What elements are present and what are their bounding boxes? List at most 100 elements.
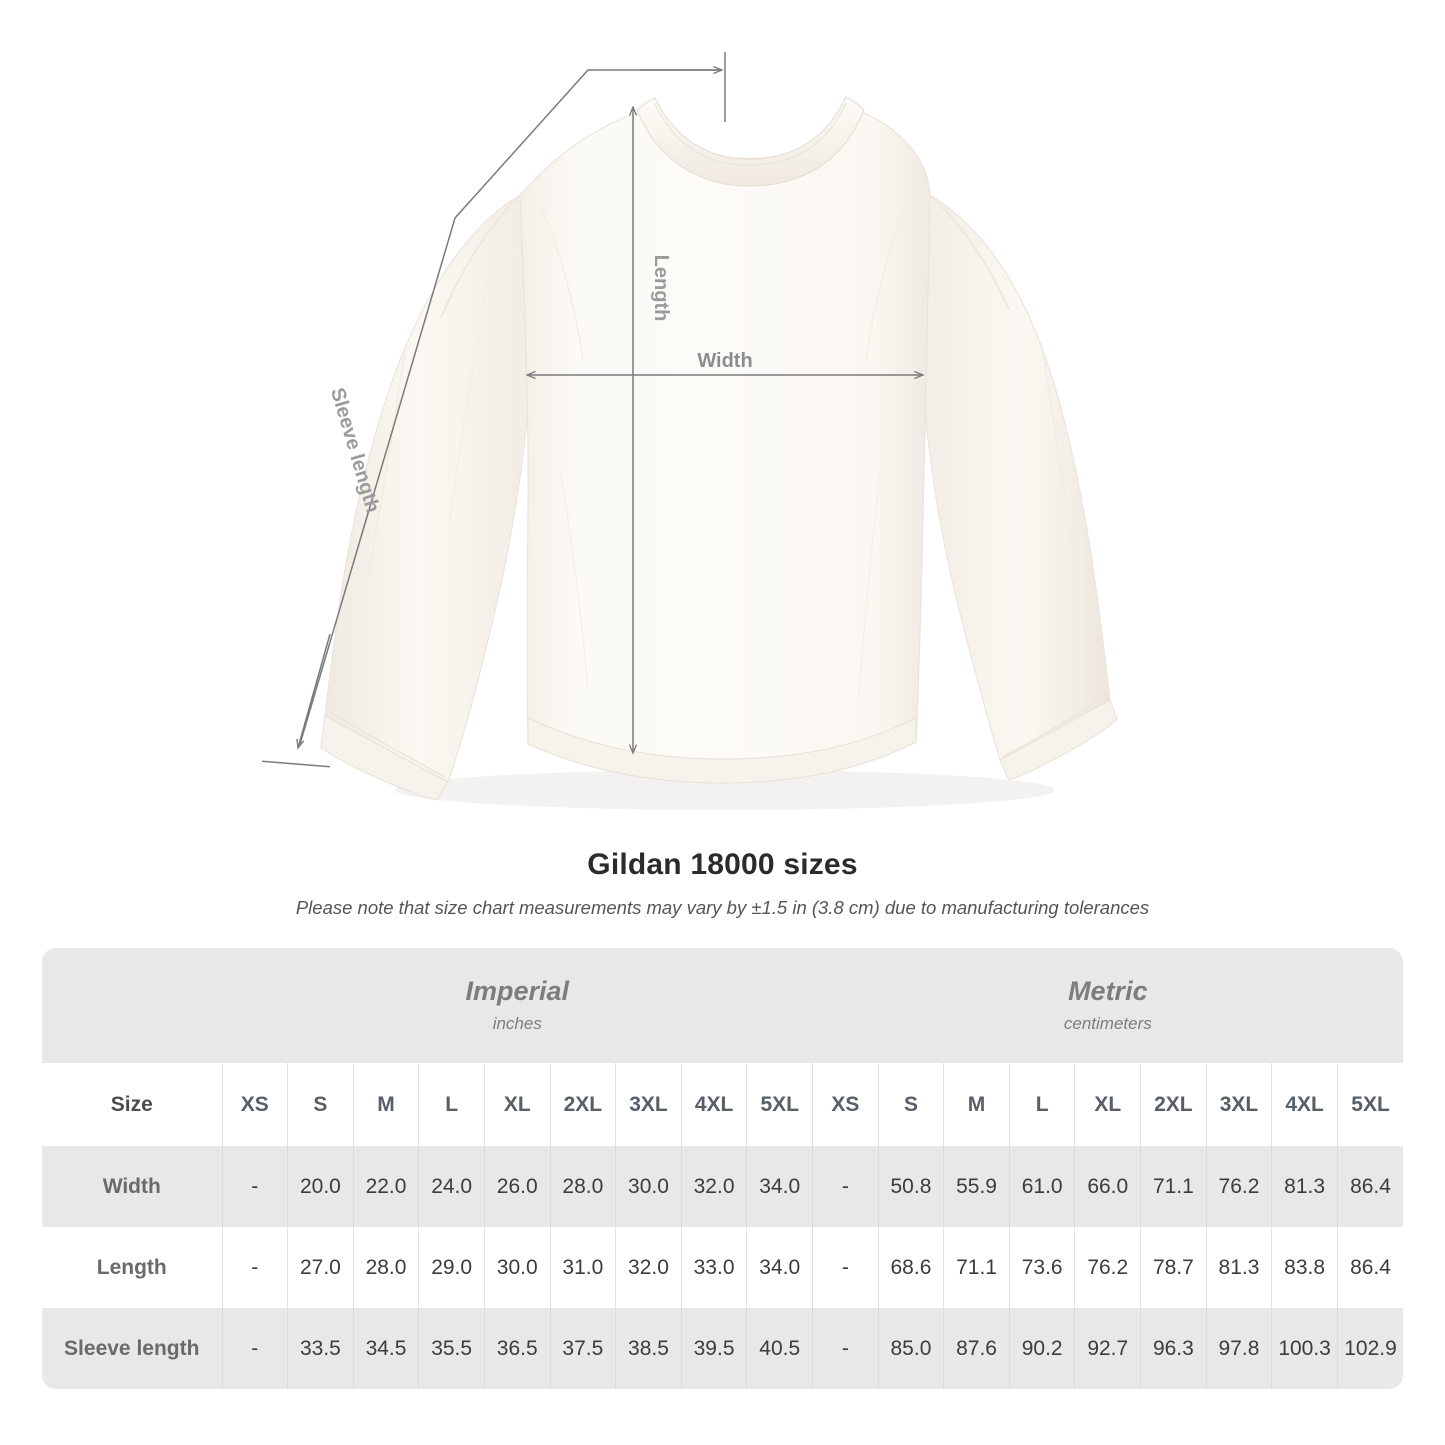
cell-width-metric-xs: - bbox=[812, 1146, 879, 1227]
column-header-metric-xl: XL bbox=[1074, 1063, 1141, 1146]
cell-length-metric-5xl: 86.4 bbox=[1336, 1227, 1404, 1308]
cell-sleeve-length-imperial-2xl: 37.5 bbox=[549, 1308, 616, 1389]
unit-header-imperial: Imperial inches bbox=[222, 948, 813, 1063]
cell-sleeve-length-metric-2xl: 96.3 bbox=[1140, 1308, 1207, 1389]
cell-width-metric-xl: 66.0 bbox=[1074, 1146, 1141, 1227]
cell-sleeve-length-metric-xs: - bbox=[812, 1308, 879, 1389]
cell-width-metric-l: 61.0 bbox=[1008, 1146, 1075, 1227]
cell-length-imperial-m: 28.0 bbox=[352, 1227, 419, 1308]
cell-width-imperial-xl: 26.0 bbox=[483, 1146, 551, 1227]
garment-shadow bbox=[395, 770, 1055, 810]
cell-sleeve-length-imperial-4xl: 39.5 bbox=[680, 1308, 747, 1389]
size-chart-table-wrap: Imperial inches Metric centimeters Size XS S M L… bbox=[42, 948, 1404, 1389]
cell-length-metric-xs: - bbox=[812, 1227, 879, 1308]
collar bbox=[636, 96, 865, 187]
cell-sleeve-length-imperial-3xl: 38.5 bbox=[615, 1308, 682, 1389]
cell-length-metric-xl: 76.2 bbox=[1074, 1227, 1141, 1308]
row-label-width: Width bbox=[42, 1146, 222, 1227]
cell-length-imperial-3xl: 32.0 bbox=[615, 1227, 682, 1308]
column-header-size: Size bbox=[42, 1063, 222, 1146]
cell-length-imperial-xl: 30.0 bbox=[483, 1227, 551, 1308]
width-label: Width bbox=[697, 350, 752, 372]
cell-sleeve-length-imperial-l: 35.5 bbox=[418, 1308, 485, 1389]
column-header-metric-2xl: 2XL bbox=[1140, 1063, 1207, 1146]
cell-width-metric-3xl: 76.2 bbox=[1205, 1146, 1272, 1227]
tolerance-note: Please note that size chart measurements… bbox=[295, 897, 1150, 918]
right-cuff bbox=[999, 699, 1118, 781]
column-header-metric-s: S bbox=[877, 1063, 944, 1146]
cell-width-imperial-4xl: 32.0 bbox=[680, 1146, 747, 1227]
table-row: Length -27.0 28.0 29.0 30.0 31.0 32.0 33.0 34.0-… bbox=[42, 1227, 1404, 1308]
cell-width-imperial-5xl: 34.0 bbox=[746, 1146, 813, 1227]
row-label-length: Length bbox=[42, 1227, 222, 1308]
left-sleeve bbox=[320, 191, 534, 801]
cell-length-imperial-4xl: 33.0 bbox=[680, 1227, 747, 1308]
unit-name: Metric bbox=[1068, 975, 1148, 1006]
cell-width-metric-s: 50.8 bbox=[877, 1146, 944, 1227]
left-cuff bbox=[320, 715, 449, 801]
cell-sleeve-length-metric-4xl: 100.3 bbox=[1271, 1308, 1338, 1389]
right-sleeve bbox=[919, 191, 1118, 781]
cell-length-metric-m: 71.1 bbox=[943, 1227, 1010, 1308]
cell-length-metric-3xl: 81.3 bbox=[1205, 1227, 1272, 1308]
cell-length-metric-2xl: 78.7 bbox=[1140, 1227, 1207, 1308]
page-title: Gildan 18000 sizes bbox=[587, 848, 858, 881]
column-header-metric-xs: XS bbox=[812, 1063, 879, 1146]
collar-rib bbox=[636, 96, 865, 187]
size-chart-table: Imperial inches Metric centimeters Size XS S M L… bbox=[42, 948, 1404, 1389]
cell-sleeve-length-metric-l: 90.2 bbox=[1008, 1308, 1075, 1389]
cell-sleeve-length-metric-s: 85.0 bbox=[877, 1308, 944, 1389]
cell-width-imperial-m: 22.0 bbox=[352, 1146, 419, 1227]
cell-width-imperial-l: 24.0 bbox=[418, 1146, 485, 1227]
cell-width-metric-5xl: 86.4 bbox=[1336, 1146, 1404, 1227]
cell-sleeve-length-imperial-xs: - bbox=[221, 1308, 288, 1389]
cell-length-metric-l: 73.6 bbox=[1008, 1227, 1075, 1308]
cell-sleeve-length-metric-3xl: 97.8 bbox=[1205, 1308, 1272, 1389]
column-header-imperial-4xl: 4XL bbox=[680, 1063, 747, 1146]
cell-width-imperial-xs: - bbox=[221, 1146, 288, 1227]
unit-subtitle: centimeters bbox=[1063, 1014, 1152, 1034]
column-header-metric-5xl: 5XL bbox=[1336, 1063, 1404, 1146]
cell-sleeve-length-metric-xl: 92.7 bbox=[1074, 1308, 1141, 1389]
bottom-hem bbox=[527, 717, 917, 784]
column-header-metric-m: M bbox=[943, 1063, 1010, 1146]
cell-sleeve-length-imperial-s: 33.5 bbox=[287, 1308, 354, 1389]
column-header-imperial-2xl: 2XL bbox=[549, 1063, 616, 1146]
cell-sleeve-length-imperial-5xl: 40.5 bbox=[746, 1308, 813, 1389]
cell-length-imperial-xs: - bbox=[221, 1227, 288, 1308]
table-row: Sleeve length -33.5 34.5 35.5 36.5 37.5 38.5 39… bbox=[42, 1308, 1404, 1389]
product-figure: Length Width Sleeve length bbox=[261, 52, 1118, 810]
cell-length-metric-s: 68.6 bbox=[877, 1227, 944, 1308]
unit-header-metric: Metric centimeters bbox=[812, 948, 1404, 1063]
cell-width-metric-4xl: 81.3 bbox=[1271, 1146, 1338, 1227]
column-header-metric-3xl: 3XL bbox=[1205, 1063, 1272, 1146]
column-header-imperial-xl: XL bbox=[483, 1063, 551, 1146]
table-row: Width -20.0 22.0 24.0 26.0 28.0 30.0 32.0 34.0-5… bbox=[42, 1146, 1404, 1227]
cell-length-imperial-s: 27.0 bbox=[287, 1227, 354, 1308]
column-header-imperial-3xl: 3XL bbox=[615, 1063, 682, 1146]
sleeve-length-arrow-shaft bbox=[299, 217, 456, 745]
cell-sleeve-length-metric-5xl: 102.9 bbox=[1336, 1308, 1404, 1389]
column-header-imperial-xs: XS bbox=[221, 1063, 288, 1146]
unit-name: Imperial bbox=[465, 975, 570, 1006]
cell-width-metric-2xl: 71.1 bbox=[1140, 1146, 1207, 1227]
cell-width-imperial-3xl: 30.0 bbox=[615, 1146, 682, 1227]
row-label-sleeve-length: Sleeve length bbox=[42, 1308, 222, 1389]
cell-length-imperial-l: 29.0 bbox=[418, 1227, 485, 1308]
cell-sleeve-length-imperial-xl: 36.5 bbox=[483, 1308, 551, 1389]
column-header-metric-4xl: 4XL bbox=[1271, 1063, 1338, 1146]
column-header-imperial-s: S bbox=[287, 1063, 354, 1146]
cell-length-metric-4xl: 83.8 bbox=[1271, 1227, 1338, 1308]
unit-band-row: Imperial inches Metric centimeters bbox=[42, 948, 1404, 1063]
unit-subtitle: inches bbox=[492, 1014, 542, 1034]
cell-sleeve-length-metric-m: 87.6 bbox=[943, 1308, 1010, 1389]
length-label: Length bbox=[650, 255, 672, 322]
measurement-annotations bbox=[261, 52, 923, 768]
column-header-metric-l: L bbox=[1008, 1063, 1075, 1146]
garment-body bbox=[519, 111, 931, 784]
column-header-imperial-l: L bbox=[418, 1063, 485, 1146]
column-header-imperial-5xl: 5XL bbox=[746, 1063, 813, 1146]
cell-sleeve-length-imperial-m: 34.5 bbox=[352, 1308, 419, 1389]
sleeve-length-tick bbox=[261, 760, 331, 768]
sweatshirt-diagram: Length Width Sleeve length bbox=[261, 52, 1118, 810]
